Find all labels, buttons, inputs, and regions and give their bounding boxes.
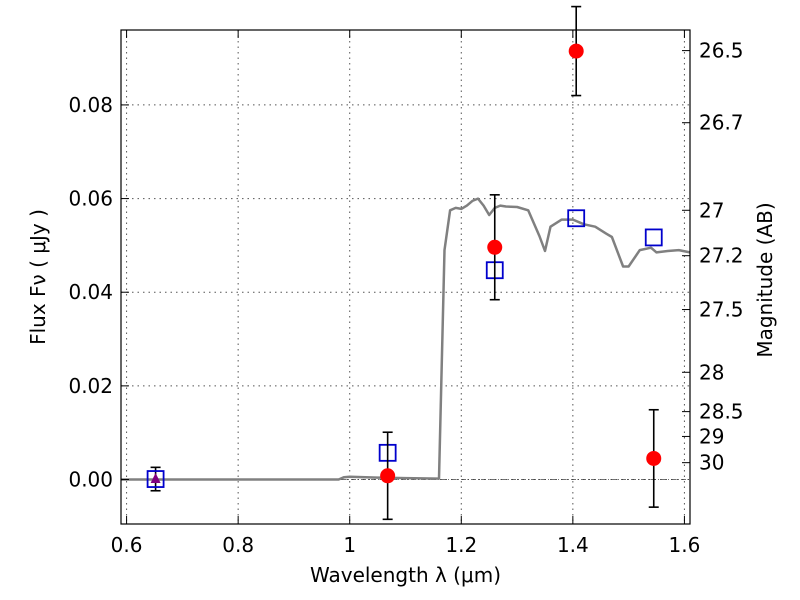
model-bandpass-square	[146, 470, 165, 488]
grid-lines	[121, 30, 690, 524]
y-tick-label: 0.02	[68, 374, 113, 398]
y-axis-label: Flux Fν ( μJy )	[26, 209, 50, 345]
upper-limit-marker	[150, 473, 161, 484]
model-bandpass-square	[644, 228, 663, 247]
observed-point	[380, 468, 396, 484]
y2-tick-label: 27.5	[699, 298, 744, 322]
model-sed-line	[121, 197, 691, 481]
model-bandpass-square	[567, 209, 586, 228]
y2-tick-label: 28.5	[699, 400, 744, 424]
y-tick-label: 0.08	[68, 93, 113, 117]
x-tick-label: 0.8	[222, 533, 254, 557]
y2-tick-label: 27	[699, 198, 724, 222]
axis-ticks: 0.6 0.8 1 1.2 1.4 1.6 0.00 0.02 0.04 0.06 0.08 26.5…	[68, 30, 744, 557]
y-tick-label: 0.00	[68, 468, 113, 492]
y2-tick-label: 26.5	[699, 39, 744, 63]
x-tick-label: 1.6	[669, 533, 701, 557]
observed-point	[646, 450, 662, 466]
y2-axis-label: Magnitude (AB)	[753, 202, 777, 357]
observed-point	[487, 239, 503, 255]
y2-tick-label: 28	[699, 360, 724, 384]
x-tick-label: 1	[343, 533, 356, 557]
y2-tick-label: 29	[699, 424, 724, 448]
x-tick-label: 0.6	[111, 533, 143, 557]
plot-frame	[120, 29, 691, 525]
y2-tick-label: 27.2	[699, 244, 744, 268]
y2-tick-label: 30	[699, 451, 724, 475]
y-tick-label: 0.04	[68, 280, 113, 304]
x-axis-label: Wavelength λ (μm)	[310, 563, 501, 587]
data-marks	[146, 5, 663, 521]
observed-point	[568, 43, 584, 59]
y-tick-label: 0.06	[68, 187, 113, 211]
x-tick-label: 1.4	[557, 533, 589, 557]
x-tick-label: 1.2	[445, 533, 477, 557]
y2-tick-label: 26.7	[699, 111, 744, 135]
